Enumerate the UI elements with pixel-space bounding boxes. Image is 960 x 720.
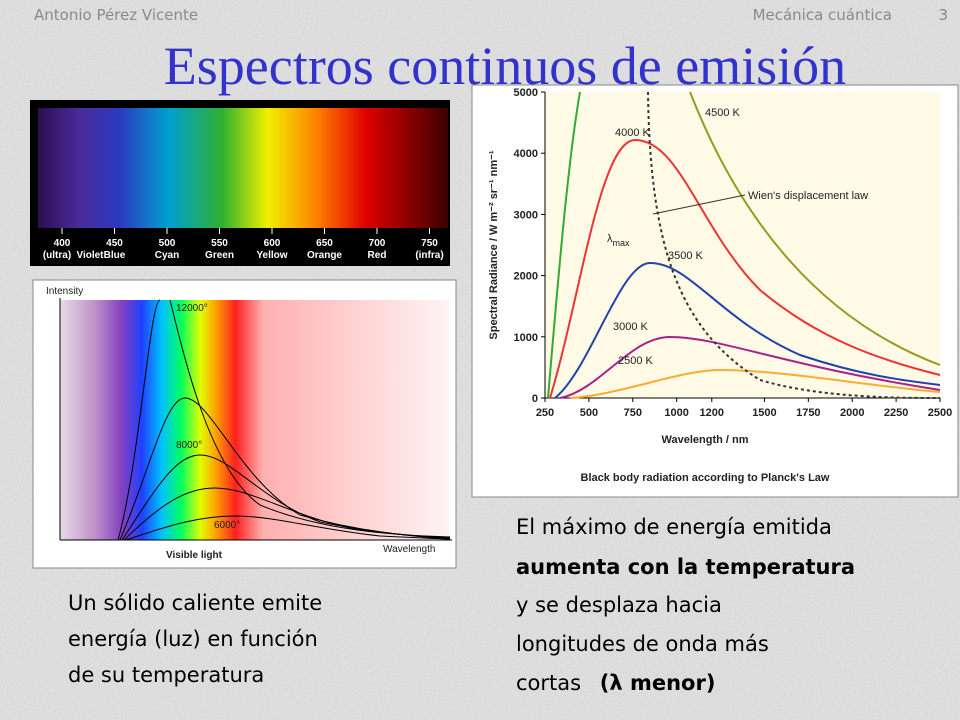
- line-bold: aumenta con la temperatura: [516, 555, 855, 579]
- x-tick-label: 2500: [928, 407, 952, 419]
- wavelength-label: 600: [264, 238, 281, 249]
- curve-label: 4000 K: [615, 127, 651, 139]
- visible-band: [60, 300, 450, 540]
- color-label: Blue: [104, 250, 126, 261]
- x-axis-label: Wavelength: [383, 544, 435, 555]
- wavelength-label: 750: [421, 238, 438, 249]
- subscript: max: [613, 238, 631, 248]
- line: de su temperatura: [68, 663, 264, 687]
- right-caption: El máximo de energía emitida aumenta con…: [516, 515, 862, 695]
- wavelength-label: 500: [159, 238, 176, 249]
- color-label: Yellow: [256, 250, 287, 261]
- line: cortas: [516, 671, 581, 695]
- line: y se desplaza hacia: [516, 593, 722, 617]
- color-label: (infra): [415, 250, 443, 261]
- arrow: [652, 194, 746, 215]
- x-tick-label: 2250: [884, 407, 908, 419]
- x-tick-label: 1750: [796, 407, 820, 419]
- curve: [549, 138, 941, 399]
- y-tick-label: 2000: [514, 271, 538, 283]
- caption: Black body radiation according to Planck…: [581, 472, 830, 484]
- left-caption: Un sólido caliente emite energía (luz) e…: [68, 591, 329, 687]
- line-bold: (λ menor): [600, 671, 716, 695]
- planck-figure: 4500 K 4000 K 3500 K 3000 K 2500 K Wien'…: [471, 84, 959, 498]
- color-label: Orange: [307, 250, 342, 261]
- spectrum-band: [38, 108, 448, 228]
- caption: Visible light: [166, 550, 223, 561]
- color-label: Green: [205, 250, 234, 261]
- wavelength-label: 450: [106, 238, 123, 249]
- y-axis-label: Spectral Radiance / W m⁻² sr⁻¹ nm⁻¹: [488, 150, 500, 340]
- intensity-figure: Intensity 12000° 8000° 6000° Visible lig…: [32, 279, 457, 569]
- curve: [547, 91, 581, 399]
- curve-label: 3500 K: [668, 250, 704, 262]
- spectrum-image: [30, 100, 450, 266]
- curve-label: 12000°: [176, 303, 208, 314]
- y-tick-label: 1000: [514, 332, 538, 344]
- curve-label: 8000°: [176, 440, 202, 451]
- x-tick-label: 2000: [840, 407, 864, 419]
- line: El máximo de energía emitida: [516, 515, 832, 539]
- curve: [569, 368, 941, 399]
- curve-label: 4500 K: [705, 107, 741, 119]
- wavelength-label: 550: [211, 238, 228, 249]
- curve: [554, 261, 941, 399]
- lambda-max: λmax: [607, 233, 630, 248]
- line: longitudes de onda más: [516, 632, 769, 656]
- wien-label: Wien's displacement law: [748, 190, 868, 202]
- author: Antonio Pérez Vicente: [34, 6, 198, 24]
- wavelength-label: 400: [54, 238, 71, 249]
- color-label: Cyan: [155, 250, 179, 261]
- y-tick-label: 4000: [514, 148, 538, 160]
- symbol: λ: [607, 233, 613, 245]
- wien-line: [647, 91, 941, 399]
- plot-area: [545, 92, 940, 398]
- wavelength-label: 650: [316, 238, 333, 249]
- curve: [123, 487, 451, 541]
- line: Un sólido caliente emite: [68, 591, 322, 615]
- color-label: Violet: [76, 250, 104, 261]
- x-tick-label: 750: [624, 407, 642, 419]
- wavelength-label: 700: [369, 238, 386, 249]
- y-tick-label: 3000: [514, 209, 538, 221]
- x-tick-label: 1000: [664, 407, 688, 419]
- page-number: 3: [938, 6, 948, 24]
- y-axis-label: Intensity: [46, 286, 83, 297]
- curve: [689, 91, 941, 366]
- color-label: Red: [368, 250, 387, 261]
- course: Mecánica cuántica: [753, 6, 892, 24]
- color-label: (ultra): [43, 250, 71, 261]
- curve: [559, 335, 941, 399]
- curve-label: 6000°: [214, 520, 240, 531]
- x-tick-label: 500: [580, 407, 598, 419]
- curve-label: 3000 K: [613, 321, 649, 333]
- y-tick-label: 5000: [514, 87, 538, 99]
- line: energía (luz) en función: [68, 627, 318, 651]
- x-tick-label: 1500: [752, 407, 776, 419]
- curve-label: 2500 K: [618, 355, 654, 367]
- x-axis-label: Wavelength / nm: [662, 434, 749, 446]
- x-tick-label: 1200: [700, 407, 724, 419]
- x-tick-label: 250: [536, 407, 554, 419]
- y-tick-label: 0: [532, 393, 538, 405]
- curve: [125, 515, 451, 541]
